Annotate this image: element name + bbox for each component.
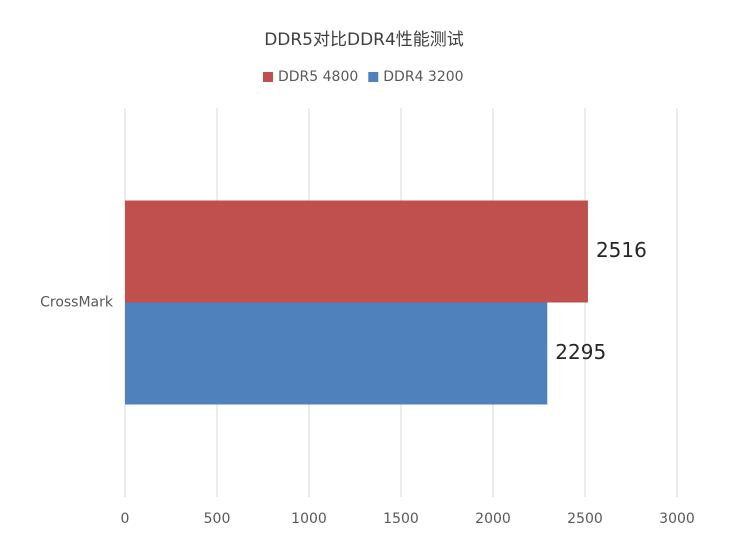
x-tick-label: 2000 — [475, 511, 511, 527]
legend-label: DDR5 4800 — [278, 69, 358, 85]
legend-swatch — [263, 72, 273, 82]
y-tick-label: CrossMark — [40, 295, 114, 311]
legend-swatch — [368, 72, 379, 82]
chart-title: DDR5对比DDR4性能测试 — [264, 30, 464, 50]
bar — [125, 200, 588, 303]
data-label: 2516 — [596, 238, 647, 262]
x-tick-label: 500 — [204, 511, 231, 527]
x-tick-label: 3000 — [659, 511, 695, 527]
bar — [125, 302, 548, 405]
x-tick-label: 1000 — [291, 511, 327, 527]
x-tick-label: 0 — [121, 511, 130, 527]
data-label: 2295 — [555, 340, 606, 364]
x-tick-label: 2500 — [567, 511, 603, 527]
legend-label: DDR4 3200 — [383, 69, 463, 85]
x-tick-label: 1500 — [383, 511, 419, 527]
